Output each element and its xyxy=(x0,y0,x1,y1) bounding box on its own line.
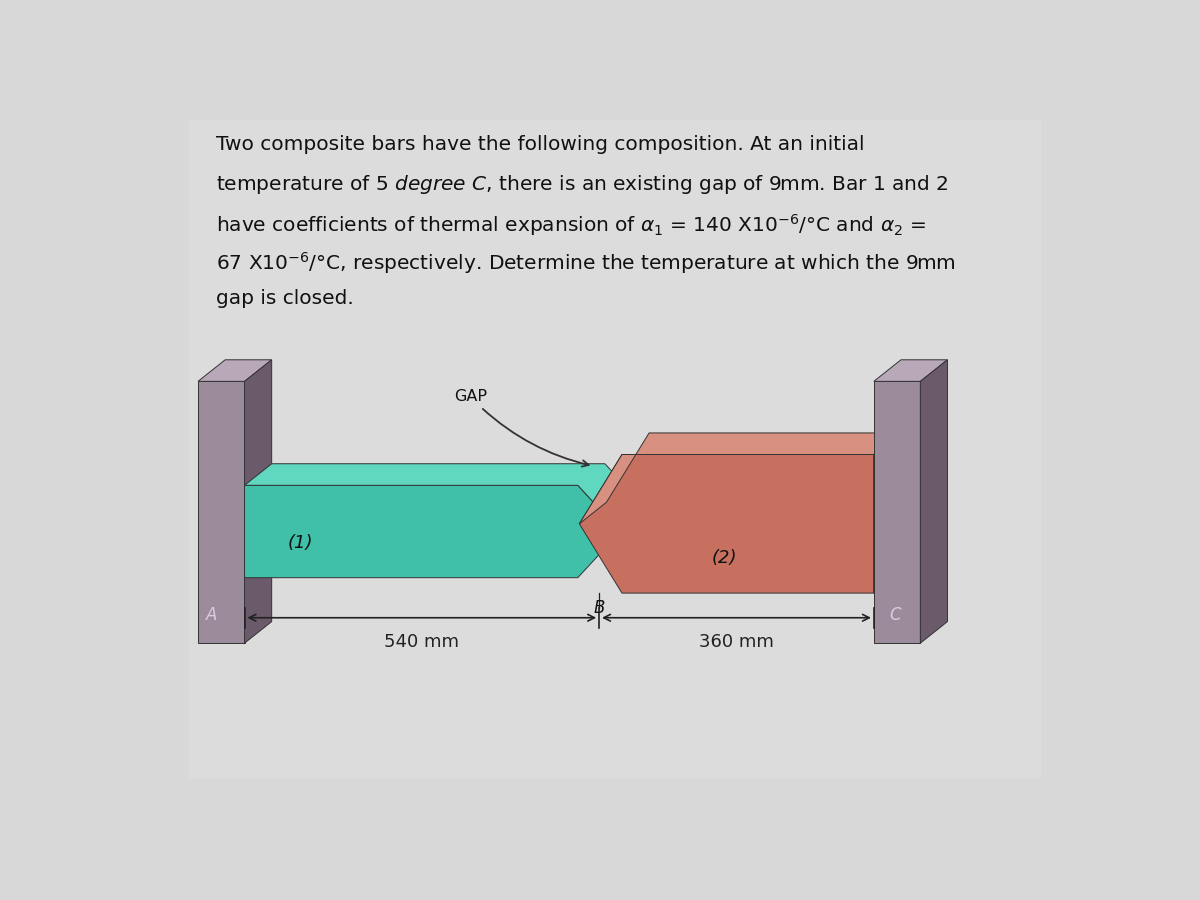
Text: 540 mm: 540 mm xyxy=(384,633,460,651)
Polygon shape xyxy=(245,360,271,644)
Polygon shape xyxy=(198,382,245,644)
Text: (2): (2) xyxy=(712,549,737,568)
Text: temperature of 5 $\it{degree}$ $\it{C}$, there is an existing gap of 9mm. Bar 1 : temperature of 5 $\it{degree}$ $\it{C}$,… xyxy=(216,174,948,196)
Text: GAP: GAP xyxy=(454,389,589,466)
Text: C: C xyxy=(889,606,900,624)
Polygon shape xyxy=(874,360,948,382)
Polygon shape xyxy=(245,485,620,578)
Polygon shape xyxy=(188,120,1042,778)
Text: Two composite bars have the following composition. At an initial: Two composite bars have the following co… xyxy=(216,135,864,154)
Text: gap is closed.: gap is closed. xyxy=(216,289,354,308)
Text: 67 X10$^{-6}$/°C, respectively. Determine the temperature at which the 9mm: 67 X10$^{-6}$/°C, respectively. Determin… xyxy=(216,250,955,276)
Polygon shape xyxy=(920,360,948,644)
Polygon shape xyxy=(580,454,874,593)
Text: 360 mm: 360 mm xyxy=(700,633,774,651)
Polygon shape xyxy=(874,433,901,593)
Text: A: A xyxy=(206,606,217,624)
Polygon shape xyxy=(245,464,648,532)
Polygon shape xyxy=(198,360,271,382)
Polygon shape xyxy=(580,433,901,524)
Text: B: B xyxy=(594,599,605,617)
Text: (1): (1) xyxy=(287,534,313,552)
Polygon shape xyxy=(874,382,920,644)
Text: have coefficients of thermal expansion of $\alpha_1$ = 140 X10$^{-6}$/°C and $\a: have coefficients of thermal expansion o… xyxy=(216,212,926,238)
